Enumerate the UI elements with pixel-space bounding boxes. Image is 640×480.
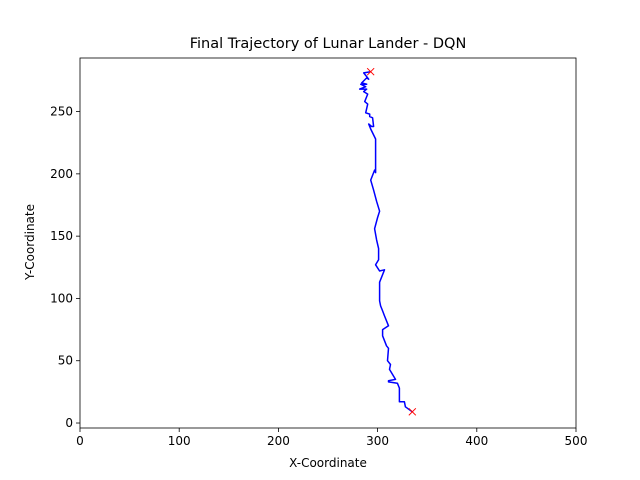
- chart-title: Final Trajectory of Lunar Lander - DQN: [190, 36, 467, 52]
- start-marker: [366, 67, 375, 76]
- x-tick-label: 300: [366, 434, 389, 448]
- y-tick-label: 100: [50, 291, 73, 305]
- end-marker: [408, 407, 417, 416]
- x-tick-label: 500: [565, 434, 588, 448]
- trajectory-line: [358, 70, 413, 413]
- x-tick-label: 200: [267, 434, 290, 448]
- x-axis-label: X-Coordinate: [289, 456, 367, 470]
- x-tick-label: 0: [76, 434, 84, 448]
- markers-layer: [366, 67, 417, 416]
- y-tick-label: 250: [50, 105, 73, 119]
- y-tick-label: 200: [50, 167, 73, 181]
- x-axis-ticks: 0 100 200 300 400 500: [76, 428, 587, 448]
- series-layer: [358, 70, 413, 413]
- y-axis-ticks: 0 50 100 150 200 250: [50, 105, 80, 430]
- y-tick-label: 0: [65, 416, 73, 430]
- axes-frame: [79, 57, 577, 429]
- y-tick-label: 50: [58, 354, 73, 368]
- x-tick-label: 100: [168, 434, 191, 448]
- y-tick-label: 150: [50, 229, 73, 243]
- x-tick-label: 400: [465, 434, 488, 448]
- y-axis-label: Y-Coordinate: [23, 204, 37, 281]
